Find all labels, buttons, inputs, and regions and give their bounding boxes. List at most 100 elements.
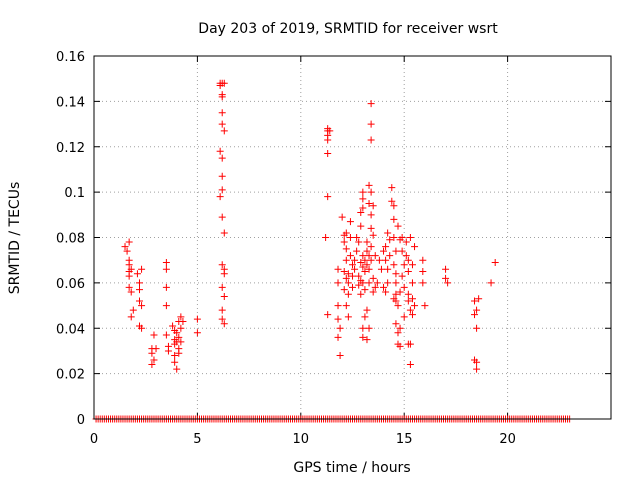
- data-point: [396, 288, 404, 296]
- data-point: [351, 265, 359, 273]
- data-point: [344, 279, 352, 287]
- data-point: [473, 358, 481, 366]
- data-point: [340, 268, 348, 276]
- data-point: [367, 256, 375, 264]
- data-point: [218, 213, 226, 221]
- data-point: [125, 283, 133, 291]
- data-point: [394, 302, 402, 310]
- axis-ticks: 0 0.02 0.04 0.06 0.08 0.1 0.12 0.14 0.16 0 5 10 15 20: [56, 50, 611, 447]
- data-point: [138, 324, 146, 332]
- data-point: [169, 322, 177, 330]
- data-point: [382, 256, 390, 264]
- data-point: [442, 274, 450, 282]
- data-point: [138, 302, 146, 310]
- data-point: [133, 270, 141, 278]
- data-point: [371, 283, 379, 291]
- data-point: [218, 315, 226, 323]
- data-point: [365, 181, 373, 189]
- data-point: [411, 302, 419, 310]
- data-point: [324, 136, 332, 144]
- data-point: [322, 234, 330, 241]
- data-point: [406, 234, 414, 241]
- y-tick-label: 0.02: [56, 368, 85, 383]
- data-point: [398, 272, 406, 280]
- data-point: [334, 265, 342, 273]
- data-point: [359, 333, 367, 341]
- data-point: [400, 283, 408, 291]
- data-point: [367, 211, 375, 219]
- data-point: [171, 351, 179, 359]
- data-point: [220, 270, 228, 278]
- data-point: [162, 258, 170, 266]
- data-point: [357, 290, 365, 298]
- data-point: [365, 279, 373, 287]
- data-point: [127, 265, 135, 273]
- data-point: [342, 302, 350, 310]
- data-point: [359, 188, 367, 196]
- data-point: [334, 333, 342, 341]
- data-point: [408, 279, 416, 287]
- y-tick-label: 0.1: [64, 186, 85, 201]
- data-point: [365, 199, 373, 207]
- x-tick-label: 5: [193, 432, 201, 447]
- data-point: [406, 340, 414, 348]
- data-point: [127, 313, 135, 321]
- data-point: [218, 154, 226, 162]
- data-point: [363, 247, 371, 255]
- data-point: [404, 297, 412, 305]
- y-tick-label: 0: [77, 413, 85, 428]
- data-point: [359, 324, 367, 332]
- data-point: [220, 79, 228, 87]
- y-tick-label: 0.08: [56, 232, 85, 247]
- data-point: [371, 252, 379, 260]
- data-point: [135, 297, 143, 305]
- data-point: [471, 297, 479, 305]
- data-point: [336, 324, 344, 332]
- data-point: [359, 279, 367, 287]
- data-point: [361, 313, 369, 321]
- data-points: [92, 79, 574, 423]
- data-point: [340, 286, 348, 294]
- data-point: [218, 120, 226, 128]
- data-point: [218, 172, 226, 180]
- data-point: [471, 311, 479, 319]
- data-point: [349, 272, 356, 280]
- data-point: [367, 188, 375, 196]
- data-point: [392, 320, 400, 328]
- data-point: [127, 288, 135, 296]
- y-tick-label: 0.04: [56, 322, 85, 337]
- data-point: [487, 279, 495, 287]
- data-point: [398, 247, 406, 255]
- data-point: [365, 252, 373, 260]
- data-point: [177, 324, 185, 332]
- data-point: [220, 127, 228, 135]
- data-point: [357, 258, 365, 266]
- data-point: [220, 229, 228, 237]
- data-point: [175, 317, 183, 325]
- data-point: [363, 306, 371, 314]
- data-point: [218, 186, 226, 194]
- data-point: [177, 338, 185, 346]
- data-point: [193, 329, 201, 337]
- data-point: [346, 234, 354, 241]
- data-point: [363, 336, 371, 344]
- data-point: [408, 311, 416, 319]
- data-point: [404, 256, 412, 264]
- grid-lines: [94, 56, 611, 419]
- data-point: [384, 265, 392, 273]
- data-point: [390, 215, 398, 223]
- data-point: [392, 270, 400, 278]
- data-point: [162, 283, 170, 291]
- data-point: [375, 256, 383, 264]
- data-point: [135, 279, 143, 287]
- data-point: [359, 195, 367, 203]
- data-point: [125, 238, 133, 246]
- data-point: [349, 283, 356, 291]
- data-point: [164, 347, 172, 355]
- data-point: [361, 286, 369, 294]
- data-point: [396, 324, 404, 332]
- data-point: [473, 365, 481, 373]
- x-axis-title: GPS time / hours: [293, 460, 410, 476]
- data-point: [344, 290, 352, 298]
- data-point: [324, 150, 332, 158]
